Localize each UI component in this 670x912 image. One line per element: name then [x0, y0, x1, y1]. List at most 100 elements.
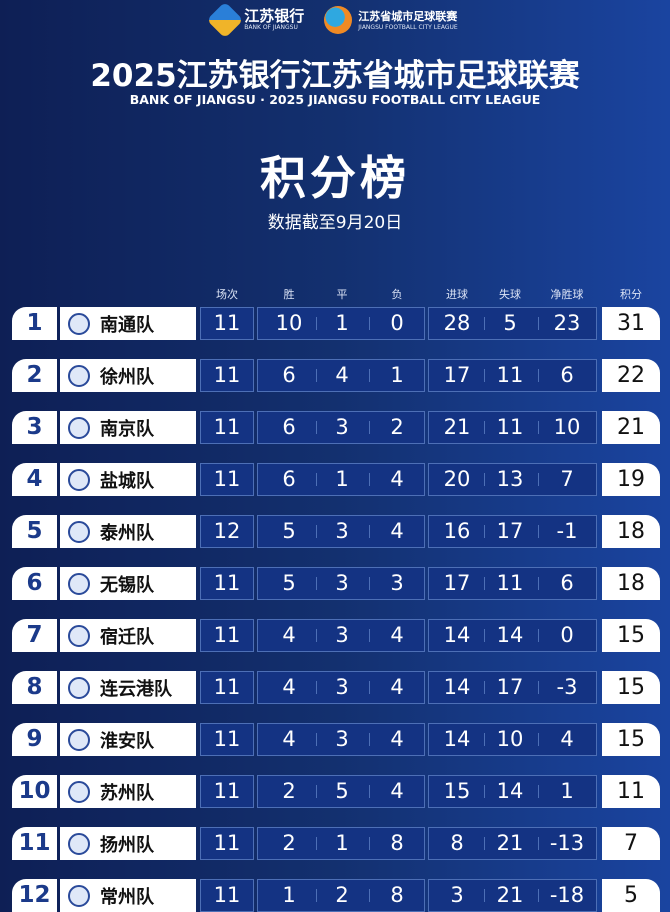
stat-ga: 21	[496, 831, 524, 855]
stat-d: 4	[335, 363, 349, 387]
divider	[316, 473, 317, 486]
team-name: 常州队	[100, 886, 154, 908]
divider	[484, 421, 485, 434]
bank-logo-sub: BANK OF JIANGSU	[244, 24, 298, 31]
points: 22	[602, 359, 660, 392]
divider	[316, 369, 317, 382]
stat-gd: 10	[553, 415, 581, 439]
divider	[369, 785, 370, 798]
page-subtitle: BANK OF JIANGSU · 2025 JIANGSU FOOTBALL …	[129, 92, 541, 107]
stat-gd: 6	[560, 571, 574, 595]
played-box	[200, 671, 254, 704]
goals-box	[428, 619, 597, 652]
team-cell: 盐城队	[60, 463, 196, 496]
divider	[369, 317, 370, 330]
team-badge-icon	[68, 676, 90, 699]
standings-row: 9 淮安队 11 4 3 4 14 10 4 15	[0, 723, 670, 756]
stat-p: 12	[213, 519, 241, 543]
stat-d: 5	[335, 779, 349, 803]
team-badge-icon	[68, 312, 90, 335]
divider	[538, 317, 539, 330]
stat-w: 10	[275, 311, 303, 335]
goals-box	[428, 359, 597, 392]
record-box	[257, 619, 425, 652]
team-cell: 无锡队	[60, 567, 196, 600]
stat-w: 2	[282, 779, 296, 803]
column-header: 负	[391, 288, 403, 301]
standings-heading: 积分榜	[260, 151, 410, 205]
divider	[316, 421, 317, 434]
rank: 6	[12, 567, 57, 600]
divider	[484, 525, 485, 538]
rank: 7	[12, 619, 57, 652]
league-logo: 江苏省城市足球联赛 JIANGSU FOOTBALL CITY LEAGUE	[324, 6, 458, 34]
divider	[484, 577, 485, 590]
points: 15	[602, 723, 660, 756]
record-box	[257, 723, 425, 756]
stat-gd: -3	[556, 675, 578, 699]
data-date: 数据截至9月20日	[267, 213, 403, 233]
stat-gd: 4	[560, 727, 574, 751]
divider	[316, 577, 317, 590]
rank: 11	[12, 827, 57, 860]
divider	[538, 733, 539, 746]
stat-d: 3	[335, 623, 349, 647]
rank: 12	[12, 879, 57, 912]
points: 15	[602, 671, 660, 704]
stat-gd: 1	[560, 779, 574, 803]
stat-d: 2	[335, 883, 349, 907]
stat-gf: 21	[443, 415, 471, 439]
standings-row: 11 扬州队 11 2 1 8 8 21 -13 7	[0, 827, 670, 860]
stat-l: 4	[390, 675, 404, 699]
points: 7	[602, 827, 660, 860]
divider	[369, 525, 370, 538]
standings-row: 3 南京队 11 6 3 2 21 11 10 21	[0, 411, 670, 444]
stat-d: 3	[335, 675, 349, 699]
divider	[484, 629, 485, 642]
stat-gf: 28	[443, 311, 471, 335]
record-box	[257, 671, 425, 704]
points: 18	[602, 515, 660, 548]
team-cell: 常州队	[60, 879, 196, 912]
column-header: 失球	[499, 288, 521, 301]
stat-l: 2	[390, 415, 404, 439]
stat-d: 1	[335, 467, 349, 491]
bank-logo-name: 江苏银行	[244, 7, 305, 25]
divider	[484, 785, 485, 798]
rank: 3	[12, 411, 57, 444]
points: 15	[602, 619, 660, 652]
team-cell: 南京队	[60, 411, 196, 444]
stat-l: 4	[390, 467, 404, 491]
stat-gf: 17	[443, 571, 471, 595]
stat-gf: 17	[443, 363, 471, 387]
stat-l: 4	[390, 727, 404, 751]
stat-ga: 5	[503, 311, 517, 335]
column-header: 进球	[446, 288, 468, 301]
stat-p: 11	[213, 831, 241, 855]
stat-w: 4	[282, 623, 296, 647]
stat-gd: -1	[556, 519, 578, 543]
divider	[538, 785, 539, 798]
team-cell: 连云港队	[60, 671, 196, 704]
team-badge-icon	[68, 572, 90, 595]
stat-l: 4	[390, 519, 404, 543]
divider	[369, 421, 370, 434]
record-box	[257, 775, 425, 808]
team-name: 连云港队	[100, 678, 172, 700]
stat-ga: 14	[496, 623, 524, 647]
column-header: 平	[336, 288, 348, 301]
divider	[369, 889, 370, 902]
divider	[484, 369, 485, 382]
points: 5	[602, 879, 660, 912]
column-header: 胜	[283, 288, 295, 301]
standings-row: 7 宿迁队 11 4 3 4 14 14 0 15	[0, 619, 670, 652]
bank-logo-icon	[206, 1, 244, 39]
league-logo-icon	[324, 6, 353, 34]
divider	[484, 733, 485, 746]
goals-box	[428, 827, 597, 860]
divider	[538, 629, 539, 642]
standings-row: 1 南通队 11 10 1 0 28 5 23 31	[0, 307, 670, 340]
rank: 1	[12, 307, 57, 340]
goals-box	[428, 463, 597, 496]
divider	[538, 473, 539, 486]
